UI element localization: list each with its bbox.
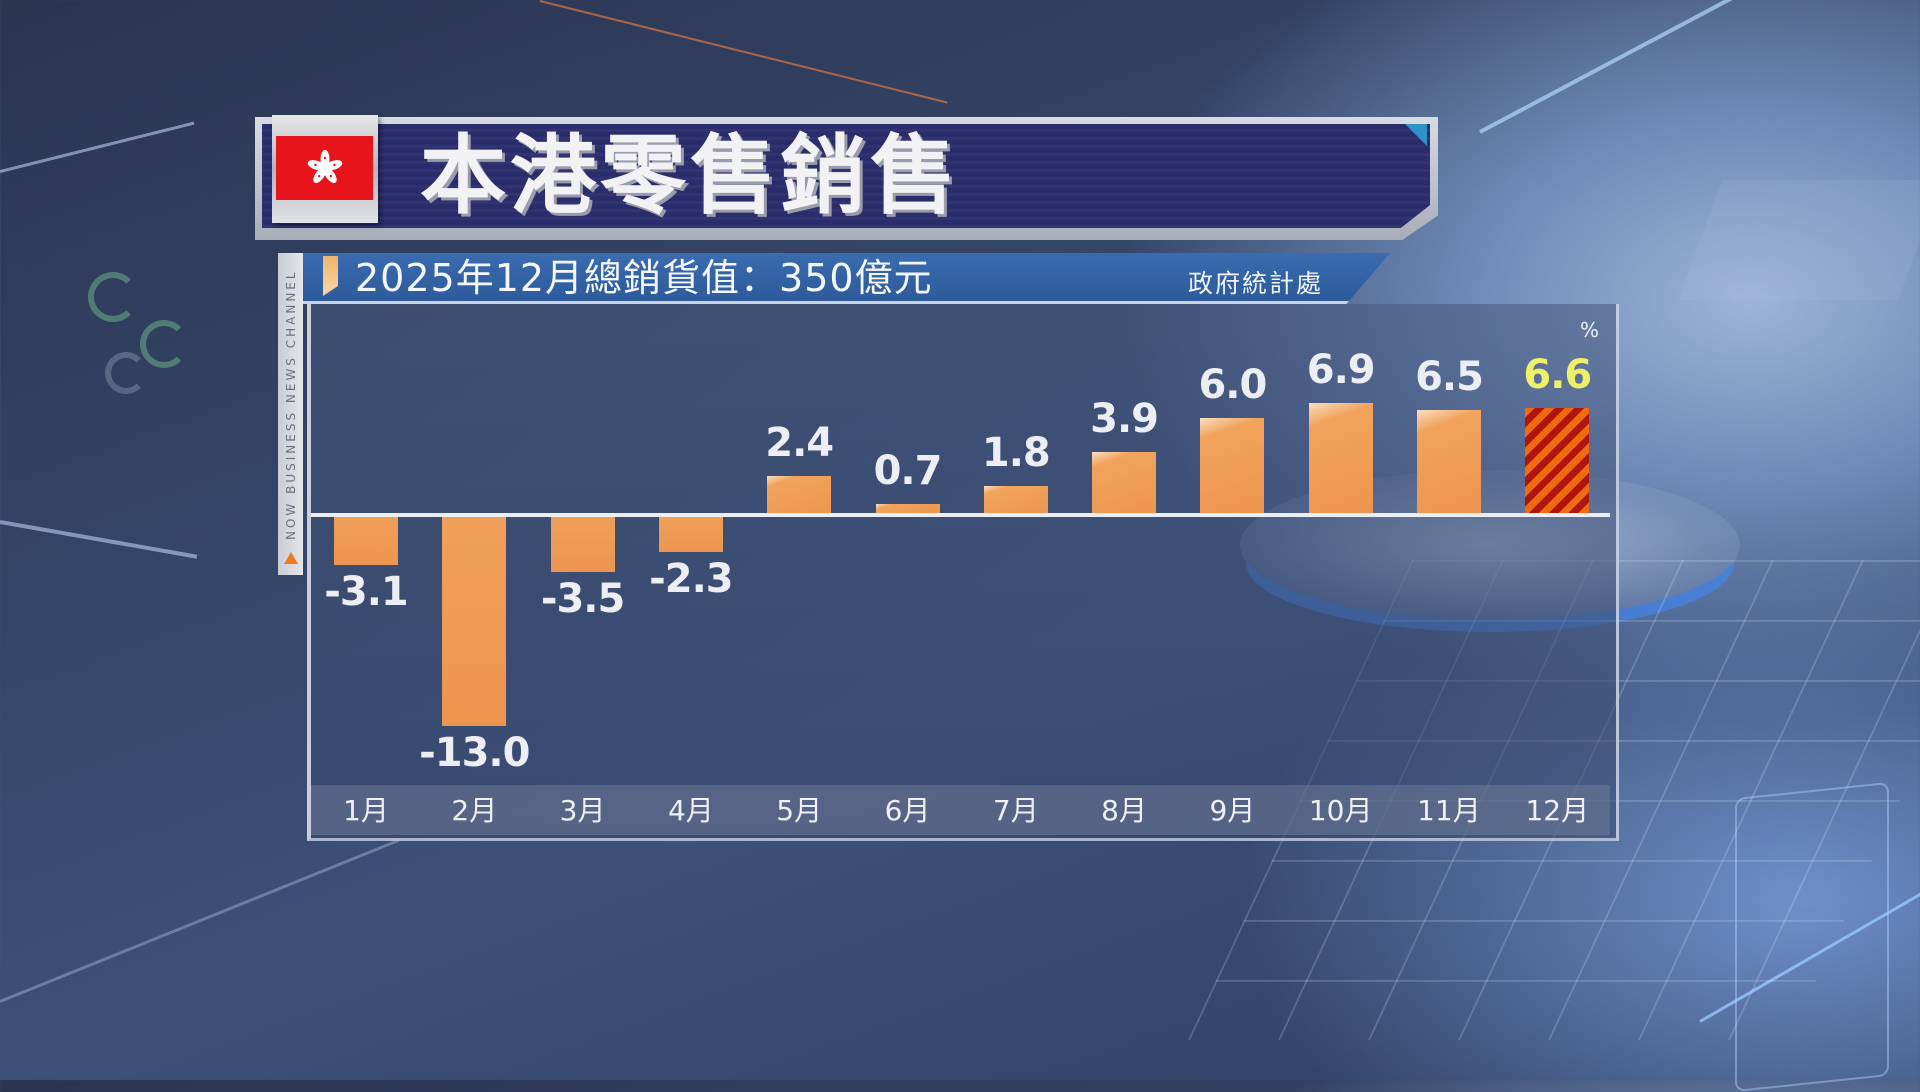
bar-8 [1092,451,1157,515]
channel-tab [278,253,303,575]
bg-card [1735,781,1889,1092]
subtitle: 2025年12月總銷貨值：350億元 [355,256,933,300]
x-tick-label: 5月 [776,794,823,827]
value-label: 2.4 [765,420,834,467]
x-tick-label: 2月 [451,794,498,827]
zero-line [311,513,1610,517]
value-label: 1.8 [981,429,1051,476]
hong-kong-flag-icon [276,136,373,200]
value-label: -3.1 [324,569,408,616]
x-tick-label: 10月 [1308,794,1373,827]
bar-4 [658,515,723,553]
bg-panel [1678,180,1920,300]
bar-2 [442,515,507,726]
value-label: -2.3 [649,556,733,603]
value-label: 3.9 [1090,395,1159,442]
bg-light-streak [0,520,198,559]
bg-light-streak [0,121,195,173]
corner-triangle-icon [1405,124,1427,146]
value-label: 0.7 [873,447,943,494]
bg-ring [105,352,147,394]
x-tick-label: 8月 [1101,794,1147,827]
x-tick-label: 12月 [1525,794,1590,827]
subtitle-accent [323,256,338,296]
bar-10 [1308,403,1373,515]
value-label: -13.0 [419,729,530,776]
x-tick-label: 7月 [992,794,1039,827]
x-tick-label: 6月 [884,794,931,827]
bar-7 [983,485,1048,515]
bar-5 [767,476,832,515]
value-label: -3.5 [540,575,625,622]
bar-11 [1417,409,1481,515]
x-tick-label: 9月 [1209,794,1256,827]
bg-light-streak [1479,0,1817,134]
subtitle-bar [300,253,1390,304]
value-label: 6.5 [1415,353,1484,400]
x-tick-label: 4月 [667,794,714,827]
x-axis [311,785,1610,835]
bauhinia-icon [307,150,342,184]
bg-orange-line [539,0,948,104]
value-label: 6.6 [1523,352,1592,399]
title-bar [262,124,1430,228]
bar-3 [550,515,615,572]
bar-9 [1200,417,1265,515]
page-title: 本港零售銷售 [420,126,960,226]
triangle-logo-icon [284,552,298,564]
channel-label: NOW BUSINESS NEWS CHANNEL [284,269,298,540]
x-tick-label: 11月 [1417,794,1481,827]
unit-label: % [1580,318,1600,342]
data-source: 政府統計處 [1188,269,1324,298]
bar-12 [1525,408,1590,515]
x-tick-label: 3月 [559,794,606,827]
value-label: 6.9 [1306,347,1376,394]
value-label: 6.0 [1198,361,1267,408]
bg-ring [88,272,138,322]
x-tick-label: 1月 [343,794,389,827]
bg-light-streak [0,839,400,1003]
chart-panel [307,304,1619,841]
bar-1 [334,515,398,566]
bg-ring [140,320,188,368]
bar-6 [875,503,940,515]
